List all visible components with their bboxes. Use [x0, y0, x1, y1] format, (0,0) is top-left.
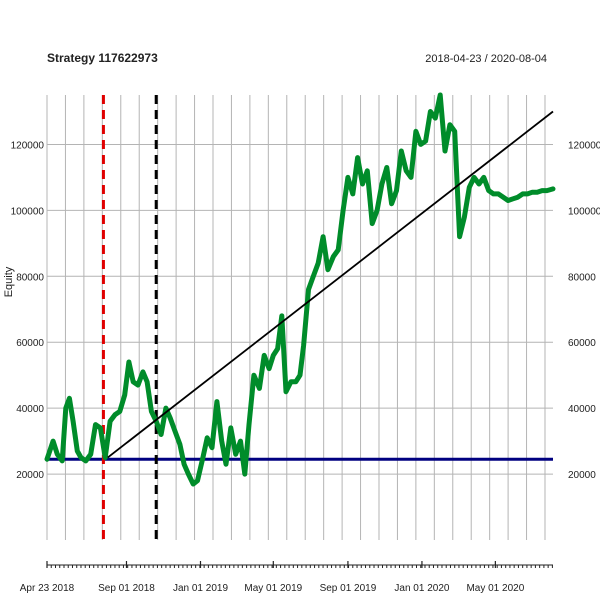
y-tick-label-left: 120000	[11, 140, 45, 151]
x-tick-label: Sep 01 2019	[320, 583, 377, 594]
y-tick-label-right: 80000	[568, 272, 596, 283]
y-tick-label-right: 60000	[568, 338, 596, 349]
y-tick-label-right: 20000	[568, 470, 596, 481]
date-range: 2018-04-23 / 2020-08-04	[425, 53, 547, 65]
x-tick-label: Apr 23 2018	[20, 583, 75, 594]
x-tick-label: Sep 01 2018	[98, 583, 155, 594]
y-tick-label-right: 40000	[568, 404, 596, 415]
x-tick-label: Jan 01 2019	[173, 583, 228, 594]
y-tick-label-right: 120000	[568, 140, 600, 151]
y-tick-label-left: 80000	[16, 272, 44, 283]
x-tick-label: May 01 2019	[244, 583, 302, 594]
chart-marks	[44, 92, 556, 540]
y-tick-label-right: 100000	[568, 206, 600, 217]
trend-line	[107, 110, 554, 459]
y-tick-label-left: 40000	[16, 404, 44, 415]
y-tick-label-left: 60000	[16, 338, 44, 349]
chart-title: Strategy 117622973	[47, 51, 158, 65]
axis-ticks: 20000 20000 40000 40000 60000 60000 80000 80000…	[11, 140, 600, 594]
grid-lines	[46, 95, 553, 540]
y-tick-label-left: 20000	[16, 470, 44, 481]
y-axis-label: Equity	[3, 266, 15, 297]
x-tick-label: May 01 2020	[466, 583, 524, 594]
y-tick-label-left: 100000	[11, 206, 45, 217]
equity-series-line	[44, 92, 556, 487]
x-tick-label: Jan 01 2020	[394, 583, 449, 594]
